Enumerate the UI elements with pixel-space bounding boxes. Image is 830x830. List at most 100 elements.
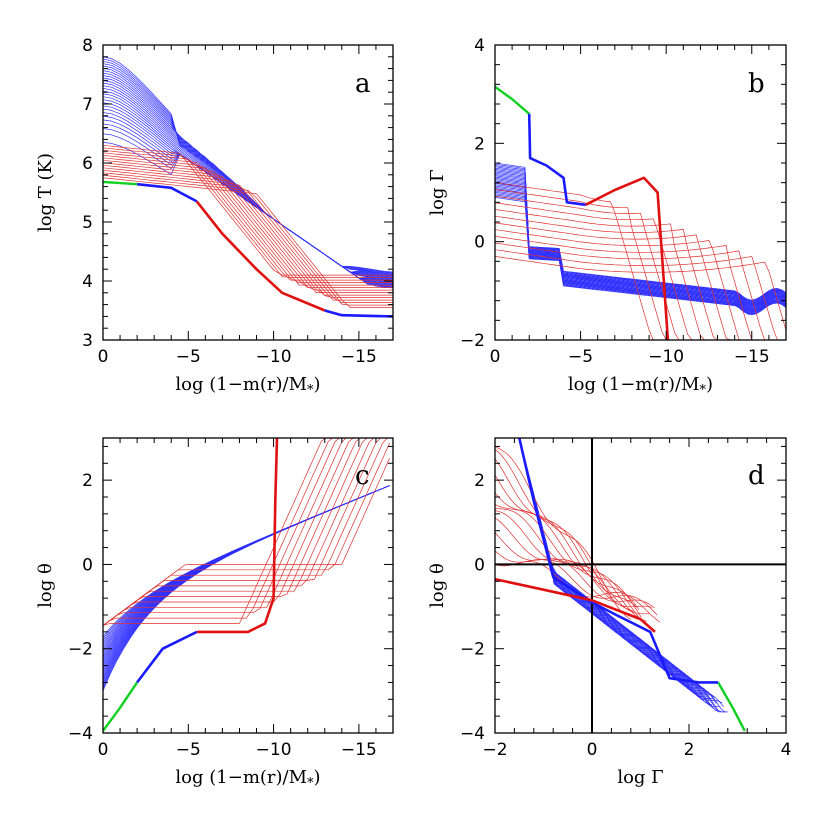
blue-model-line (518, 438, 697, 695)
plot-area-c (103, 438, 390, 732)
blue-model-line (103, 96, 393, 282)
x-tick-label: −15 (734, 347, 770, 367)
axes-frame (102, 44, 394, 341)
blue-model-line (518, 438, 690, 688)
blue-model-line (518, 438, 728, 713)
red-model-line (103, 162, 393, 293)
red-model-line (103, 154, 393, 286)
blue-model-line (495, 193, 786, 314)
blue-model-line (495, 180, 786, 309)
red-model-line (103, 438, 375, 626)
blue-model-line (518, 438, 720, 713)
red-model-line (103, 144, 393, 276)
x-tick-label: −10 (648, 347, 684, 367)
y-tick-label: −4 (460, 724, 485, 744)
red-model-line (495, 550, 658, 616)
blue-model-line (103, 485, 390, 647)
blue-model-line (518, 438, 723, 704)
blue-model-line (103, 485, 390, 689)
x-tick-label: −10 (256, 347, 292, 367)
red-model-line (103, 174, 393, 306)
panel-a: 0 −5 −10 −15 3 4 5 6 7 8 log (1−m(r)/M*) log T (K) a (35, 36, 394, 398)
red-model-line (495, 215, 786, 340)
y-tick-label: −4 (68, 724, 93, 744)
blue-model-line (518, 438, 700, 686)
x-tick-label: 0 (98, 740, 109, 760)
blue-model-line (518, 438, 704, 701)
y-tick-label: 0 (82, 555, 93, 575)
red-model-line (103, 159, 393, 291)
blue-model-line (103, 485, 390, 675)
blue-model-line (495, 177, 786, 307)
x-tick-label: −5 (568, 347, 593, 367)
blue-model-line (495, 181, 786, 309)
red-model-line (103, 438, 334, 626)
blue-model-line (518, 438, 698, 690)
blue-model-line (103, 485, 390, 679)
red-model-line (495, 209, 786, 340)
blue-model-line (103, 80, 393, 279)
blue-model-line (495, 185, 786, 311)
blue-model-line (518, 438, 705, 698)
blue-model-line (103, 485, 390, 669)
blue-model-line (103, 485, 390, 681)
red-model-line (103, 438, 361, 626)
red-model-line (495, 229, 786, 340)
highlight-red-segment (585, 176, 670, 340)
y-tick-label: −2 (460, 331, 485, 351)
y-tick-label: 8 (82, 36, 93, 56)
blue-model-line (103, 485, 390, 651)
panel-tag: d (748, 461, 765, 491)
red-model-line (103, 177, 393, 308)
blue-model-line (518, 438, 694, 686)
blue-model-line (495, 194, 786, 315)
red-model-line (495, 256, 786, 331)
red-model-line (495, 189, 786, 340)
blue-model-line (518, 438, 721, 708)
red-model-line (495, 532, 655, 609)
blue-model-line (495, 175, 786, 306)
red-model-line (495, 517, 653, 608)
axes-frame (102, 437, 394, 734)
panel-c: 0 −5 −10 −15 −4 −2 0 2 log (1−m(r)/M*) log θ c (35, 437, 394, 791)
red-model-line (495, 235, 786, 340)
blue-model-line (103, 485, 390, 663)
y-tick-label: 2 (474, 471, 485, 491)
blue-model-line (495, 167, 786, 303)
red-model-line (103, 438, 354, 626)
blue-model-line (518, 438, 718, 712)
blue-model-line (495, 162, 786, 301)
y-tick-label: 0 (474, 233, 485, 253)
x-tick-label: −5 (176, 740, 201, 760)
blue-model-line (103, 485, 390, 645)
highlight-blue-segment-2 (324, 309, 393, 318)
blue-model-line (518, 438, 693, 680)
y-tick-label: 2 (474, 134, 485, 154)
axes-frame (494, 44, 787, 341)
blue-model-line (518, 438, 714, 700)
y-axis-label: log θ (35, 563, 56, 608)
blue-model-line (103, 105, 393, 284)
x-axis-label: log (1−m(r)/M*) (175, 767, 320, 791)
plot-area-b (495, 85, 786, 340)
blue-model-line (103, 485, 390, 683)
y-axis-label: log T (K) (35, 153, 56, 232)
red-model-line (103, 169, 393, 301)
blue-model-line (495, 186, 786, 311)
y-tick-label: −2 (460, 640, 485, 660)
blue-model-line (103, 485, 390, 653)
blue-model-line (103, 82, 393, 279)
blue-model-line (495, 179, 786, 308)
blue-model-line (103, 485, 390, 649)
highlight-green-segment (717, 681, 746, 732)
highlight-blue-segment (518, 438, 719, 684)
y-tick-label: 2 (82, 471, 93, 491)
blue-model-line (518, 438, 724, 708)
x-tick-label: −2 (482, 740, 507, 760)
y-tick-label: 3 (82, 331, 93, 351)
blue-model-line (518, 438, 726, 713)
highlight-blue-segment (136, 182, 198, 203)
y-tick-label: 7 (82, 95, 93, 115)
plot-area-d (495, 438, 786, 733)
